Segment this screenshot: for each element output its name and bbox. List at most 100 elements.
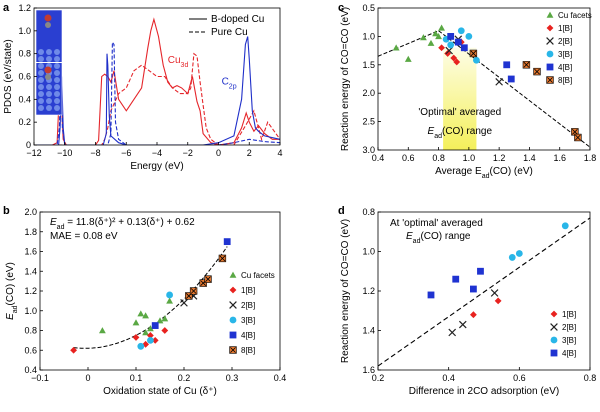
panel-c-legend-label: 2[B] [558,37,572,46]
panel-c-optimal-label-2-part: (CO) range [442,126,492,137]
panel-b-ytick-label: 2.0 [24,207,37,217]
panel-d-point [494,297,502,305]
panel-c-point [460,44,468,52]
panel-a-xtick-label: −10 [57,148,72,158]
panel-d-xtick-label: 0.8 [584,373,597,383]
atom-icon [46,49,52,55]
atom-icon [54,49,60,55]
panel-b-equation-part: = 11.8(δ⁺)² + 0.13(δ⁺) + 0.62 [64,217,195,228]
panel-c-ytick-label: 2.0 [362,88,375,98]
panel-b-legend-marker [229,301,237,309]
atom-icon [54,91,60,97]
oxygen-atom-icon [44,14,52,22]
panel-b-point [218,254,227,263]
panel-c-point [473,56,480,64]
panel-d-point [508,254,516,261]
panel-c-point [432,30,439,37]
panel-d-point [477,267,484,275]
panel-b-point [189,287,198,295]
panel-c-legend-marker [546,76,554,84]
panel-c-point [450,54,458,62]
panel-c-point [533,67,541,76]
panel-d-annotation-2: Ead(CO) range [406,231,471,245]
panel-d-point [448,328,457,337]
panel-b-xtick-label: 0.2 [178,373,191,383]
panel-c-xlabel-part: (CO) (eV) [489,166,532,177]
panel-b-legend-marker [229,346,237,354]
panel-c-ytick-label: 0.5 [362,3,375,13]
panel-c-legend-label: 8[B] [558,76,572,85]
panel-a-xtick-label: −6 [121,148,131,158]
panel-c-xtick-label: 1.4 [523,153,536,163]
atom-icon [46,105,52,111]
oxygen-atom-icon [44,66,52,74]
panel-c-optimal-label-2-part: ad [434,133,442,140]
panel-c-point [507,75,515,83]
panel-a-cu3d-label-part: Cu [168,55,181,66]
panel-c-trend-line [377,30,439,57]
panel-b-legend-label: 3[B] [241,316,255,325]
panel-c-optimal-label-2: Ead(CO) range [428,126,493,140]
panel-b-point [147,332,154,339]
panel-b-legend-marker-stroke [230,347,236,353]
atom-icon [46,56,52,62]
panel-b-xlabel: Oxidation state of Cu (δ⁺) [103,386,217,397]
panel-d-legend-label: 2[B] [562,323,576,332]
panel-b-point [166,291,174,299]
panel-b-legend-label: 1[B] [241,286,255,295]
panel-d-point [427,291,435,299]
panel-c-legend-label: 3[B] [558,50,572,59]
panel-c-legend-marker [546,11,554,18]
panel-c-point [447,41,455,49]
panel-a-ytick-label: 1.2 [18,3,31,13]
panel-b-point [137,342,145,350]
atom-icon [54,70,60,76]
atom-icon [46,84,52,90]
panel-c-xlabel: Average Ead(CO) (eV) [435,166,533,180]
panel-b-legend-label: 4[B] [241,331,255,340]
panel-d-point [470,311,477,319]
atom-icon [38,105,44,111]
panel-c-xtick-label: 0.8 [432,153,445,163]
panel-b-point [180,299,188,307]
panel-c-point [404,55,412,62]
panel-a-ylabel: PDOS (eV/state) [3,39,14,113]
panel-c-point [435,33,442,40]
panel-a-xtick-label: −12 [26,148,41,158]
panel-d-legend-marker [550,349,558,357]
panel-b-xtick-label: −0.1 [31,373,49,383]
panel-c-point [392,44,400,51]
panel-b-point [223,238,231,246]
panel-c-point [438,24,445,31]
panel-b-ytick-label: 1.8 [24,227,37,237]
panel-b-legend-marker [229,316,237,324]
panel-c: c 0.4 0.6 0.8 1.0 1.2 1.4 1.6 1.8 0.5 1.0 1.5 2.0 2.5… [338,2,596,180]
panel-c-point-stroke [523,61,530,68]
panel-c-point-stroke [495,78,503,86]
panel-d-point [470,285,477,293]
panel-b-point [151,322,159,329]
carbon-atom-icon [45,74,51,80]
panel-d-legend-marker [550,310,558,318]
atom-icon [38,91,44,97]
panel-b-xtick-label: 0 [85,373,90,383]
panel-a-ytick-label: 1.0 [18,26,31,36]
panel-d-point [452,275,460,283]
panel-c-point [454,38,462,46]
panel-c-point [571,128,579,136]
panel-b-point [161,327,169,334]
panel-b-legend-marker [229,271,237,278]
panel-c-optimal-band [443,47,477,151]
panel-d-ytick-label: 1.6 [362,365,375,375]
carbon-atom-icon [45,22,51,28]
panel-d-point [561,222,569,230]
panel-c-point [453,58,461,66]
panel-b-ytick-label: 0.8 [24,326,37,336]
panel-c-point [457,27,465,35]
atom-icon [54,105,60,111]
atom-icon [38,49,44,55]
panel-d-point-stroke [448,328,457,337]
panel-b-equation-part: E [50,217,57,228]
panel-c-ytick-label: 1.5 [362,60,375,70]
